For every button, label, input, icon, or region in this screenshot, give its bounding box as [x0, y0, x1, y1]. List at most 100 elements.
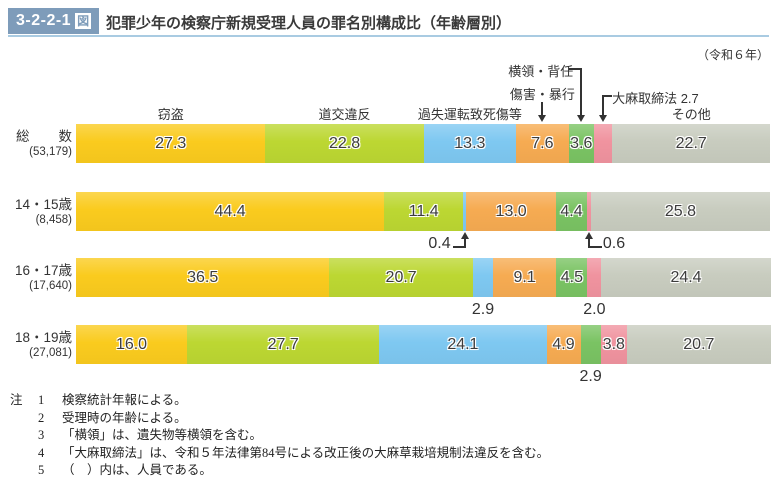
- segment-value: 3.6: [570, 134, 593, 152]
- row-count: (27,081): [29, 346, 72, 359]
- row-label: 18・19歳 (27,081): [0, 325, 72, 364]
- cannabis-arrow-head: [599, 115, 608, 122]
- series-label-theft: 窃盗: [157, 107, 184, 122]
- notes: 注 1 検察統計年報による。 2 受理時の年齢による。 3 「横領」は、遺失物等横領を含む。…: [10, 392, 549, 480]
- note-text: 「横領」は、遺失物等横領を含む。: [62, 428, 263, 442]
- embezzlement-arrow-line: [580, 68, 583, 115]
- segment-road-traffic: 11.4: [384, 192, 464, 231]
- segment-value: 22.8: [328, 134, 361, 152]
- note-prefix: [10, 445, 38, 463]
- segment-value: 4.5: [560, 268, 583, 286]
- segment-value: 3.8: [602, 335, 625, 353]
- segment-value: 44.4: [214, 202, 246, 220]
- row-label: 総数 (53,179): [0, 124, 72, 163]
- series-label-negligent-driving: 過失運転致死傷等: [417, 107, 522, 122]
- segment-negligent-driving: 24.1: [379, 325, 547, 364]
- segment-value: 9.1: [513, 268, 536, 286]
- segment-value: 20.7: [683, 335, 715, 353]
- callout-line: [589, 246, 602, 248]
- callout-line: [463, 238, 466, 248]
- note-row: 3 「横領」は、遺失物等横領を含む。: [10, 427, 549, 445]
- callout-arrow-head: [584, 232, 593, 239]
- callout-value: 2.9: [471, 301, 495, 318]
- cannabis-arrow-line: [602, 95, 605, 115]
- note-row: 2 受理時の年齢による。: [10, 410, 549, 428]
- note-text: 受理時の年齢による。: [62, 410, 187, 425]
- note-prefix: [10, 410, 38, 428]
- note-row: 注 1 検察統計年報による。: [10, 392, 549, 410]
- series-label-cannabis: 大麻取締法 2.7: [612, 91, 699, 106]
- segment-value: 22.7: [675, 134, 707, 152]
- segment-negligent-driving: [472, 258, 494, 297]
- segment-value: 13.3: [454, 134, 486, 152]
- series-label-road-traffic: 道交違反: [318, 107, 371, 122]
- segment-value: 24.4: [670, 268, 702, 286]
- segment-value: 25.8: [664, 202, 697, 220]
- row-label: 14・15歳 (8,458): [0, 192, 72, 231]
- note-prefix: [10, 462, 38, 480]
- callout-value: 0.6: [602, 235, 626, 252]
- note-text: 検察統計年報による。: [62, 393, 187, 407]
- segment-embezzlement: 4.4: [556, 192, 587, 231]
- segment-road-traffic: 20.7: [329, 258, 473, 297]
- callout-line: [452, 246, 465, 248]
- callout-value: 0.4: [428, 235, 451, 252]
- note-number: 3: [38, 428, 45, 442]
- header-underline: [8, 35, 769, 37]
- segment-value: 7.6: [531, 134, 554, 152]
- note-prefix: [10, 427, 38, 445]
- segment-assault: 4.9: [546, 325, 581, 364]
- segment-theft: 27.3: [76, 124, 266, 163]
- row-count: (53,179): [29, 145, 72, 158]
- row-category: 総数: [16, 128, 72, 144]
- note-prefix: 注: [10, 393, 23, 407]
- segment-value: 36.5: [187, 268, 219, 286]
- note-number: 4: [38, 445, 45, 460]
- series-label-assault: 傷害・暴行: [509, 87, 575, 102]
- segment-theft: 16.0: [76, 325, 188, 364]
- segment-negligent-driving: 13.3: [423, 124, 516, 163]
- callout-value: 2.0: [583, 301, 606, 318]
- row-category: 16・17歳: [14, 262, 72, 278]
- segment-cannabis: [593, 124, 613, 163]
- series-label-other: その他: [671, 107, 711, 122]
- segment-negligent-driving: [463, 192, 467, 231]
- embezzlement-arrow-line: [569, 68, 583, 70]
- assault-arrow-line: [541, 102, 544, 115]
- note-row: 4 「大麻取締法」は、令和５年法律第84号による改正後の大麻草栽培規制法違反を含む…: [10, 445, 549, 463]
- row-category: 18・19歳: [14, 329, 72, 345]
- embezzlement-arrow-head: [577, 115, 586, 122]
- year-note: （令和６年）: [696, 48, 769, 62]
- segment-value: 4.9: [552, 335, 575, 353]
- segment-value: 13.0: [495, 202, 527, 220]
- callout-arrow-head: [460, 232, 469, 239]
- segment-other: 20.7: [627, 325, 771, 364]
- assault-arrow-head: [538, 115, 547, 122]
- figure-title: 犯罪少年の検察庁新規受理人員の罪名別構成比（年齢層別）: [106, 15, 512, 32]
- segment-theft: 36.5: [76, 258, 330, 297]
- segment-embezzlement: 3.6: [568, 124, 594, 163]
- row-count: (17,640): [29, 279, 72, 292]
- segment-assault: 7.6: [515, 124, 569, 163]
- note-number: 2: [38, 410, 45, 425]
- figure-number-badge: 3-2-2-1 図: [8, 8, 100, 34]
- segment-value: 24.1: [447, 335, 479, 353]
- callout-line: [587, 238, 590, 248]
- segment-assault: 9.1: [493, 258, 557, 297]
- segment-value: 20.7: [385, 268, 417, 286]
- note-text: 「大麻取締法」は、令和５年法律第84号による改正後の大麻草栽培規制法違反を含む。: [62, 445, 550, 460]
- segment-value: 4.4: [560, 202, 583, 220]
- segment-other: 25.8: [590, 192, 770, 231]
- note-number: 1: [38, 393, 45, 407]
- callout-value: 2.9: [579, 368, 602, 385]
- segment-embezzlement: 4.5: [556, 258, 588, 297]
- segment-assault: 13.0: [466, 192, 557, 231]
- cannabis-arrow-line: [603, 95, 613, 97]
- segment-road-traffic: 22.8: [265, 124, 424, 163]
- segment-embezzlement: [580, 325, 601, 364]
- figure-number: 3-2-2-1: [16, 12, 72, 29]
- segment-value: 27.7: [267, 335, 299, 353]
- segment-road-traffic: 27.7: [187, 325, 380, 364]
